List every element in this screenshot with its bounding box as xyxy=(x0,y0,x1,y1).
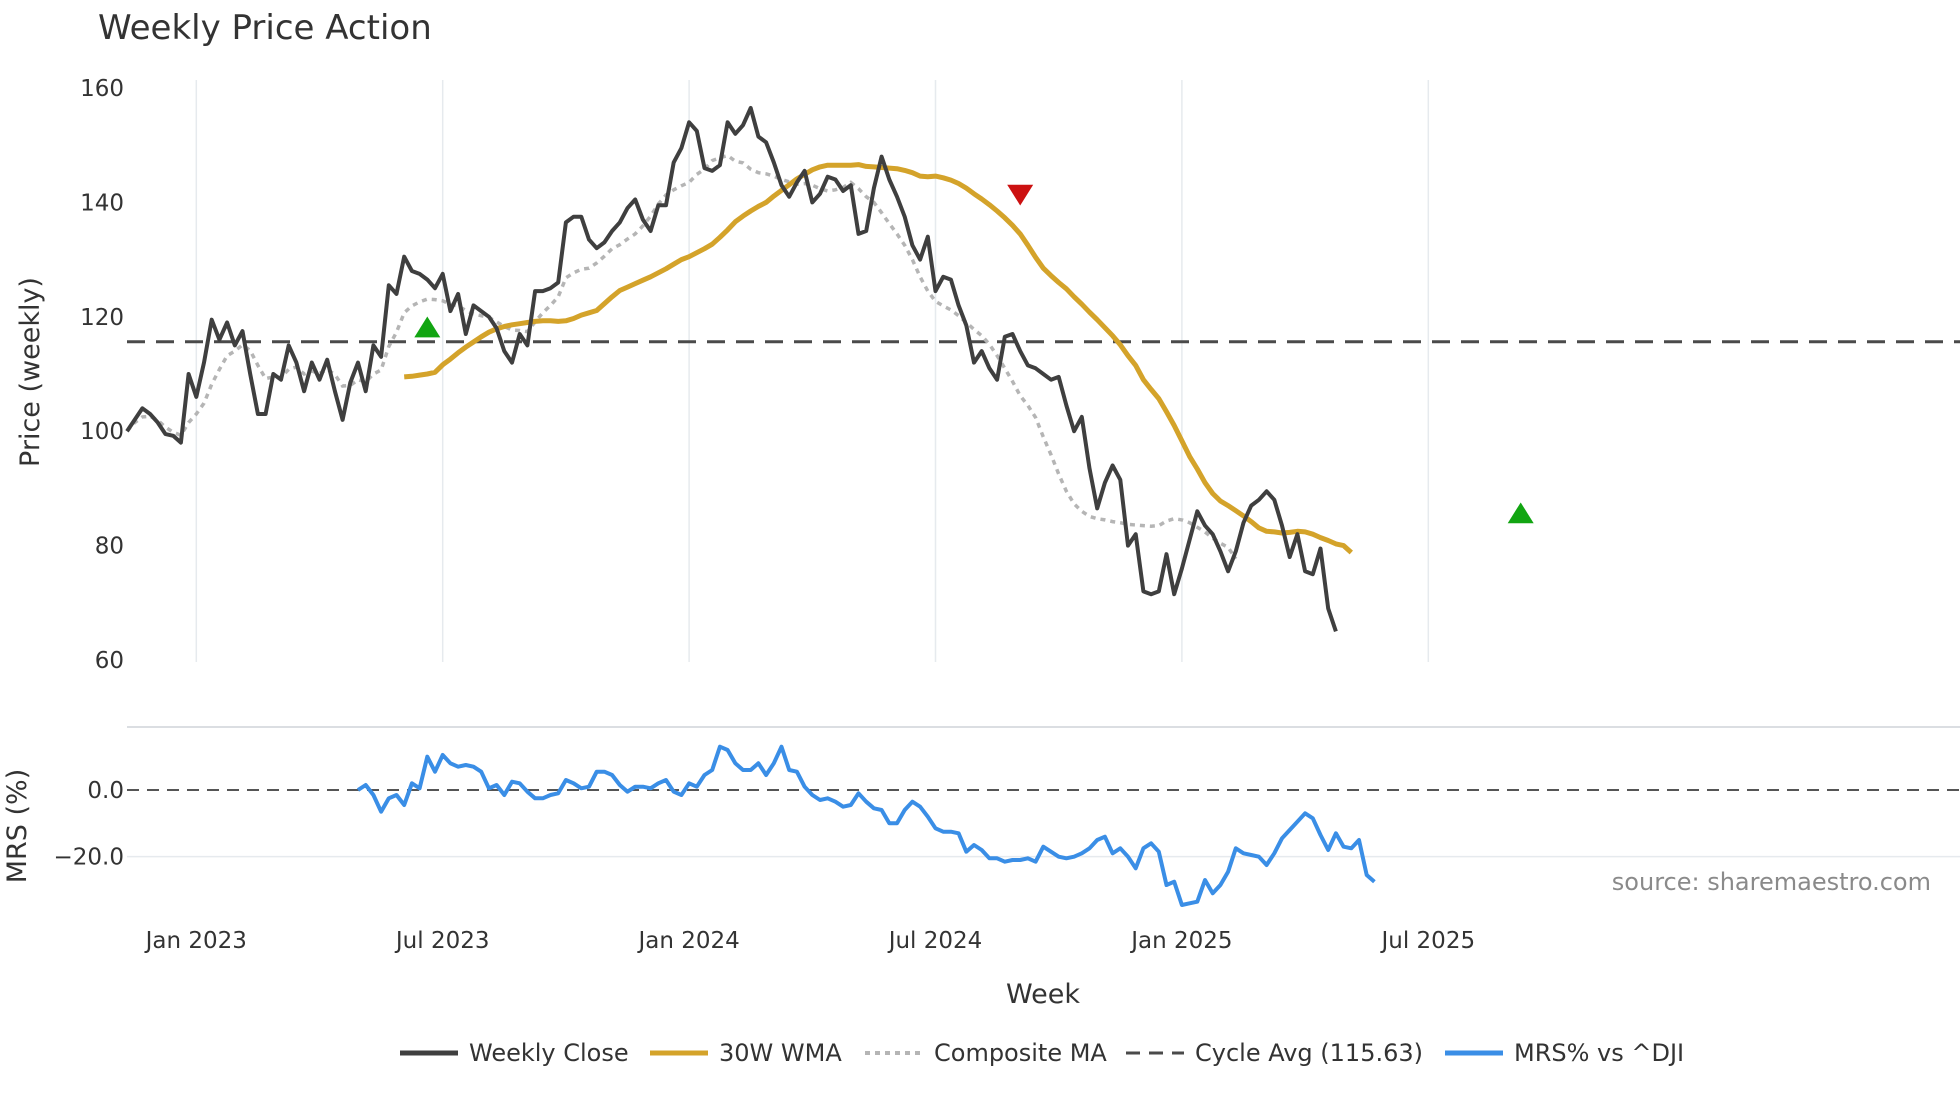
price-y-axis-label: Price (weekly) xyxy=(15,277,46,467)
price-y-tick-label: 80 xyxy=(95,534,124,560)
price-series-group xyxy=(125,106,1960,633)
price-y-ticks: 60 80 100 120 140 160 xyxy=(80,76,124,674)
x-tick-label: Jan 2025 xyxy=(1129,928,1232,954)
legend-composite-ma-label: Composite MA xyxy=(934,1039,1107,1067)
price-y-tick-label: 60 xyxy=(95,648,124,674)
mrs-y-tick-label: −20.0 xyxy=(54,845,124,871)
sell-signal-marker xyxy=(1007,184,1034,206)
legend-mrs-label: MRS% vs ^DJI xyxy=(1514,1039,1684,1067)
mrs-y-axis-label: MRS (%) xyxy=(2,769,33,884)
signal-markers xyxy=(414,184,1534,524)
price-y-tick-label: 100 xyxy=(80,419,124,445)
price-y-tick-label: 160 xyxy=(80,76,124,102)
x-axis-label: Week xyxy=(1006,979,1080,1010)
buy-signal-marker xyxy=(1507,502,1534,524)
x-tick-label: Jul 2025 xyxy=(1379,928,1475,954)
weekly-close-line xyxy=(125,106,1338,633)
price-y-tick-label: 140 xyxy=(80,190,124,216)
x-tick-label: Jul 2023 xyxy=(394,928,490,954)
composite-ma-line xyxy=(125,153,1238,560)
legend-weekly-close-label: Weekly Close xyxy=(469,1039,629,1067)
x-tick-label: Jan 2024 xyxy=(636,928,739,954)
price-y-tick-label: 120 xyxy=(80,305,124,331)
x-ticks: Jan 2023 Jul 2023 Jan 2024 Jul 2024 Jan 2025… xyxy=(144,928,1475,954)
mrs-line xyxy=(356,744,1376,907)
legend-cycle-avg-label: Cycle Avg (115.63) xyxy=(1195,1039,1423,1067)
legend-wma-30w-label: 30W WMA xyxy=(719,1039,842,1067)
source-credit: source: sharemaestro.com xyxy=(1612,868,1931,896)
mrs-grid xyxy=(127,789,1960,858)
mrs-y-ticks: 0.0 −20.0 xyxy=(54,778,124,871)
mrs-y-tick-label: 0.0 xyxy=(87,778,124,804)
mrs-series-group xyxy=(356,744,1376,907)
buy-signal-marker xyxy=(414,316,441,338)
wma-30w-line xyxy=(404,162,1353,555)
x-tick-label: Jul 2024 xyxy=(887,928,983,954)
chart-title: Weekly Price Action xyxy=(98,8,432,48)
legend: Weekly Close 30W WMA Composite MA Cycle Avg… xyxy=(400,1039,1684,1067)
x-tick-label: Jan 2023 xyxy=(144,928,247,954)
